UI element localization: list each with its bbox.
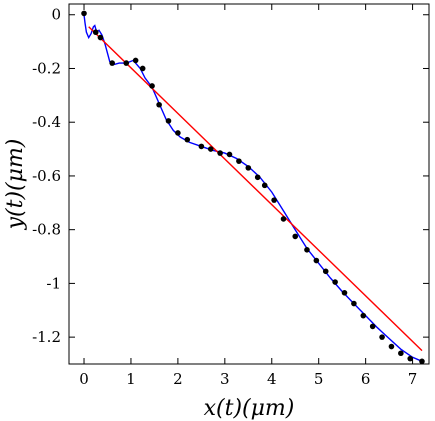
data-point bbox=[156, 101, 162, 108]
data-point bbox=[351, 300, 357, 307]
y-axis-ticks: 0 -0.2 -0.4 -0.6 -0.8 -1 -1.2 bbox=[32, 6, 429, 346]
data-point bbox=[388, 343, 395, 350]
data-point bbox=[198, 143, 205, 150]
y-tick-label: -0.6 bbox=[32, 167, 61, 185]
data-point bbox=[149, 83, 155, 89]
data-point bbox=[280, 216, 287, 222]
data-point bbox=[369, 323, 376, 330]
data-point bbox=[123, 60, 130, 66]
data-point bbox=[398, 350, 404, 357]
data-point bbox=[322, 268, 329, 275]
x-tick-label: 4 bbox=[267, 370, 277, 388]
data-point bbox=[379, 334, 385, 340]
data-point bbox=[419, 358, 425, 365]
x-axis-label: x(t)(μm) bbox=[204, 396, 295, 421]
x-tick-label: 1 bbox=[126, 370, 136, 388]
data-point bbox=[139, 65, 146, 72]
plot-frame bbox=[68, 3, 430, 365]
data-point bbox=[81, 10, 87, 17]
data-point bbox=[261, 182, 268, 189]
y-tick-label: -1.2 bbox=[32, 328, 61, 346]
data-point bbox=[304, 247, 310, 253]
series-line-0 bbox=[83, 14, 423, 362]
data-point bbox=[226, 151, 233, 158]
data-point bbox=[132, 57, 139, 64]
x-axis-ticks: 0 1 2 3 4 5 6 7 bbox=[79, 4, 417, 388]
x-tick-label: 6 bbox=[361, 370, 371, 388]
data-point bbox=[292, 233, 299, 240]
data-point bbox=[245, 165, 252, 171]
y-tick-label: -1 bbox=[46, 274, 61, 292]
data-point bbox=[407, 355, 414, 362]
x-tick-label: 5 bbox=[314, 370, 324, 388]
y-tick-label: 0 bbox=[51, 6, 61, 24]
data-point bbox=[97, 34, 104, 41]
data-point bbox=[92, 29, 99, 36]
data-point bbox=[175, 130, 181, 136]
data-point bbox=[254, 174, 261, 181]
data-point bbox=[207, 146, 214, 152]
series-line-2 bbox=[88, 26, 423, 352]
series-layer bbox=[81, 10, 425, 365]
data-point bbox=[165, 118, 172, 124]
y-tick-label: -0.4 bbox=[32, 113, 61, 131]
x-tick-label: 2 bbox=[173, 370, 183, 388]
data-point bbox=[184, 136, 191, 143]
x-tick-label: 0 bbox=[79, 370, 89, 388]
data-point bbox=[217, 150, 223, 156]
y-axis-label: y(t)(μm) bbox=[3, 139, 28, 231]
y-tick-label: -0.2 bbox=[32, 59, 61, 77]
data-point bbox=[332, 279, 338, 285]
data-point bbox=[109, 60, 115, 66]
x-tick-label: 3 bbox=[220, 370, 230, 388]
data-point bbox=[236, 158, 242, 164]
data-point bbox=[313, 257, 320, 264]
y-tick-label: -0.8 bbox=[32, 221, 61, 239]
data-point bbox=[341, 290, 348, 296]
data-point bbox=[360, 312, 367, 319]
x-tick-label: 7 bbox=[408, 370, 418, 388]
data-point bbox=[271, 197, 277, 203]
